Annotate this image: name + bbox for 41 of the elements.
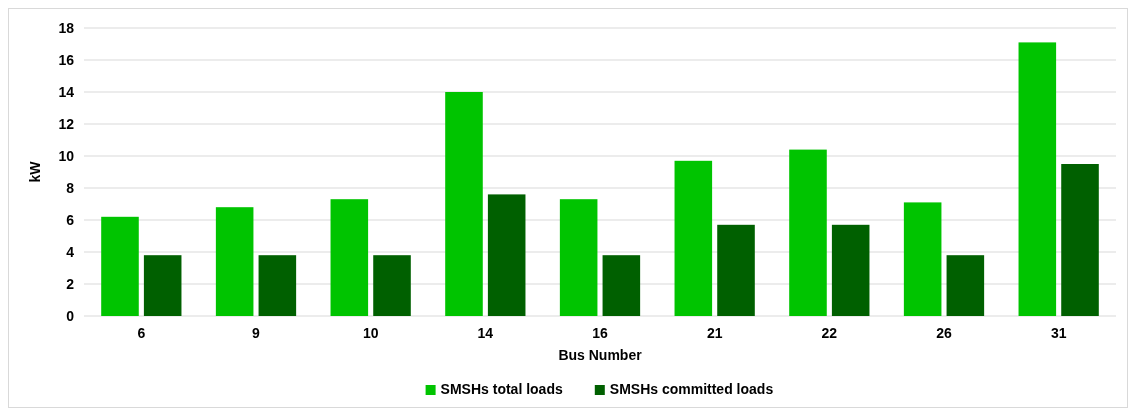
bar bbox=[330, 199, 369, 316]
bar bbox=[258, 255, 297, 316]
bar bbox=[717, 224, 755, 316]
bar bbox=[789, 149, 827, 316]
y-tick-label: 4 bbox=[66, 243, 75, 260]
x-axis-title: Bus Number bbox=[558, 347, 643, 363]
bar bbox=[831, 224, 870, 316]
y-tick-label: 12 bbox=[58, 115, 75, 132]
x-tick-label: 21 bbox=[706, 325, 723, 341]
legend-label: SMSHs total loads bbox=[440, 381, 563, 397]
y-tick-label: 14 bbox=[58, 83, 75, 100]
bar bbox=[143, 255, 182, 316]
y-tick-label: 0 bbox=[66, 307, 75, 324]
y-tick-label: 8 bbox=[66, 179, 75, 196]
x-tick-label: 6 bbox=[137, 325, 146, 341]
legend-label: SMSHs committed loads bbox=[609, 381, 774, 397]
bar bbox=[602, 255, 641, 316]
y-axis-title: kW bbox=[27, 160, 43, 183]
bar bbox=[373, 255, 411, 316]
bar bbox=[215, 207, 254, 316]
bar bbox=[946, 255, 985, 316]
x-tick-label: 26 bbox=[936, 325, 952, 341]
x-tick-label: 10 bbox=[362, 325, 379, 341]
y-tick-label: 10 bbox=[58, 147, 75, 164]
x-tick-label: 31 bbox=[1050, 325, 1067, 341]
bar bbox=[903, 202, 942, 316]
y-tick-label: 2 bbox=[66, 275, 75, 292]
x-tick-label: 16 bbox=[592, 325, 608, 341]
bar bbox=[101, 216, 139, 316]
bar bbox=[674, 160, 713, 316]
y-tick-label: 18 bbox=[58, 19, 75, 36]
bar bbox=[1018, 42, 1057, 316]
y-tick-label: 6 bbox=[66, 211, 75, 228]
x-tick-label: 22 bbox=[821, 325, 838, 341]
bar bbox=[445, 92, 483, 316]
x-tick-label: 14 bbox=[477, 325, 494, 341]
y-tick-label: 16 bbox=[58, 51, 75, 68]
bar bbox=[1061, 164, 1099, 316]
x-tick-label: 9 bbox=[252, 325, 261, 341]
bar bbox=[487, 194, 526, 316]
bar bbox=[559, 199, 598, 316]
